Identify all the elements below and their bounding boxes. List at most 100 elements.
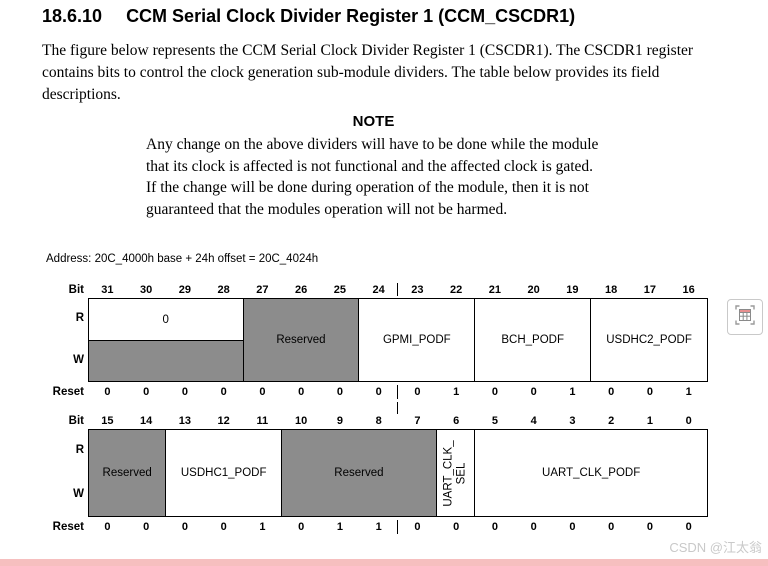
bit-label: 11	[256, 415, 269, 427]
bit-numbers-upper: 31 30 29 28 27 26 25 24 23 22 21 20 19 1…	[88, 284, 708, 296]
bit-row-label-lower: Bit	[68, 415, 84, 427]
bit-label: 4	[530, 415, 537, 427]
bit-label: 18	[605, 284, 618, 296]
reset-value: 1	[453, 386, 460, 398]
field-uart-clk-podf: UART_CLK_PODF	[542, 467, 641, 479]
section-title-text: CCM Serial Clock Divider Register 1 (CCM…	[126, 6, 576, 26]
bottom-accent-bar	[0, 559, 768, 566]
bit-numbers-lower: 15 14 13 12 11 10 9 8 7 6 5 4 3 2 1 0	[88, 415, 708, 427]
bit-label: 0	[685, 415, 692, 427]
field-gpmi-podf: GPMI_PODF	[359, 299, 476, 381]
csdn-watermark: CSDN @江太翁	[669, 540, 762, 555]
bit-label: 26	[295, 284, 308, 296]
reset-value: 0	[104, 386, 111, 398]
field-write-reserved	[89, 340, 243, 381]
reset-value: 0	[608, 521, 615, 533]
bit-label: 10	[295, 415, 308, 427]
bit-label: 1	[646, 415, 653, 427]
reset-value: 0	[491, 386, 498, 398]
reset-row-label-upper: Reset	[52, 386, 84, 398]
vertical-label-line: UART_CLK_	[442, 439, 455, 507]
field-bits-31-28: 0	[89, 299, 244, 381]
bit-label: 14	[140, 415, 153, 427]
bit-label: 24	[372, 284, 385, 296]
write-row-label-upper: W	[73, 354, 84, 366]
reset-value: 0	[104, 521, 111, 533]
bit-label: 13	[178, 415, 191, 427]
bit-label: 21	[488, 284, 501, 296]
reset-value: 0	[530, 521, 537, 533]
reset-value: 0	[685, 521, 692, 533]
bit-label: 2	[608, 415, 615, 427]
reset-value: 1	[336, 521, 343, 533]
field-uart-clk-sel-label: UART_CLK_ SEL	[443, 440, 468, 506]
bit-label: 30	[140, 284, 153, 296]
bit-label: 17	[643, 284, 656, 296]
reset-value: 0	[375, 386, 382, 398]
bit-label: 19	[566, 284, 579, 296]
reset-value: 0	[646, 521, 653, 533]
reset-values-upper: 0 0 0 0 0 0 0 0 0 1 0 0 1 0 0 1	[88, 386, 708, 398]
byte-boundary-tick	[397, 385, 398, 399]
bit-label: 5	[491, 415, 498, 427]
bit-label: 29	[178, 284, 191, 296]
bit-label: 6	[453, 415, 460, 427]
section-title: 18.6.10 CCM Serial Clock Divider Register…	[42, 6, 575, 27]
reset-value: 0	[298, 521, 305, 533]
reset-value: 1	[569, 386, 576, 398]
reset-values-lower: 0 0 0 0 1 0 1 1 0 0 0 0 0 0 0 0	[88, 521, 708, 533]
byte-boundary-tick	[397, 402, 398, 414]
bit-label: 27	[256, 284, 269, 296]
register-map-icon	[734, 304, 756, 331]
reset-value: 0	[181, 521, 188, 533]
field-uart-clk-sel: UART_CLK_ SEL	[437, 430, 476, 516]
bit-label: 7	[414, 415, 421, 427]
intro-paragraph: The figure below represents the CCM Seri…	[42, 42, 694, 103]
register-map-tool-button[interactable]	[727, 299, 763, 335]
bit-label: 23	[411, 284, 424, 296]
reset-value: 0	[220, 386, 227, 398]
read-row-label-upper: R	[75, 312, 84, 324]
reset-value: 0	[220, 521, 227, 533]
reset-value: 1	[375, 521, 382, 533]
register-diagram-lower: Reserved USDHC1_PODF Reserved UART_CLK_ …	[88, 429, 708, 517]
bit-label: 12	[217, 415, 230, 427]
reset-value: 0	[143, 386, 150, 398]
write-row-label-lower: W	[73, 488, 84, 500]
reset-value: 0	[569, 521, 576, 533]
field-reserved-15-14: Reserved	[89, 430, 167, 516]
byte-boundary-tick	[397, 283, 398, 296]
bit-label: 9	[336, 415, 343, 427]
note-text: Any change on the above dividers will ha…	[146, 136, 599, 218]
bit-label: 28	[217, 284, 230, 296]
field-usdhc1-podf: USDHC1_PODF	[166, 430, 283, 516]
field-reserved-27-25: Reserved	[243, 299, 360, 381]
field-usdhc2-podf: USDHC2_PODF	[606, 334, 692, 346]
bit-label: 3	[569, 415, 576, 427]
bit-label: 8	[375, 415, 382, 427]
reset-value: 0	[181, 386, 188, 398]
vertical-label-line: SEL	[455, 462, 468, 484]
bit-label: 15	[101, 415, 114, 427]
reset-value: 0	[414, 386, 421, 398]
reset-value: 1	[259, 521, 266, 533]
reset-value: 0	[608, 386, 615, 398]
reset-value: 0	[414, 521, 421, 533]
bit-label: 16	[682, 284, 695, 296]
bit-label: 25	[333, 284, 346, 296]
read-row-label-lower: R	[75, 444, 84, 456]
byte-boundary-tick	[397, 520, 398, 534]
reset-value: 0	[143, 521, 150, 533]
reset-value: 0	[259, 386, 266, 398]
note-block: NOTE Any change on the above dividers wi…	[146, 113, 601, 220]
reset-row-label-lower: Reset	[52, 521, 84, 533]
section-number: 18.6.10	[42, 6, 103, 26]
register-address: Address: 20C_4000h base + 24h offset = 2…	[46, 253, 319, 265]
bit-label: 22	[450, 284, 463, 296]
reset-value: 0	[530, 386, 537, 398]
field-reserved-10-7: Reserved	[282, 430, 437, 516]
bit-label: 31	[101, 284, 114, 296]
field-read-zero: 0	[162, 313, 169, 326]
note-heading: NOTE	[352, 113, 395, 130]
reset-value: 0	[336, 386, 343, 398]
